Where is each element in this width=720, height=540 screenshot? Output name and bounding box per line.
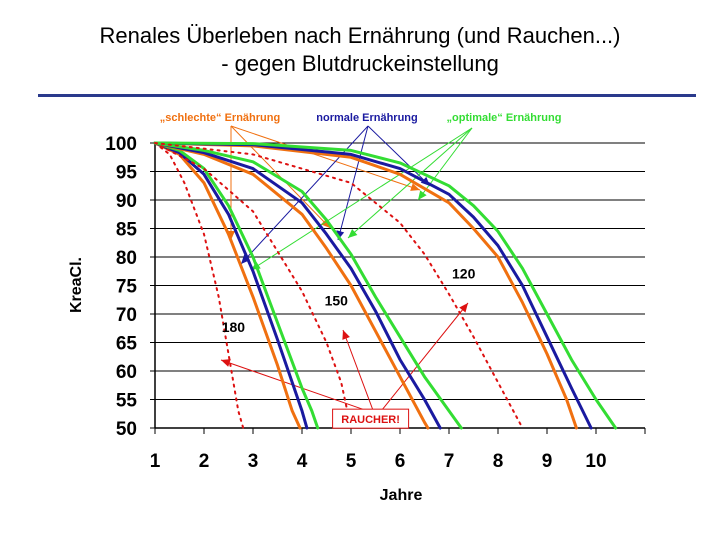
series-line-150-optimal xyxy=(153,141,463,430)
legend-label-schlecht: „schlechte“ Ernährung xyxy=(160,112,280,124)
series-line-120-raucher xyxy=(154,142,524,429)
x-tick-label: 8 xyxy=(493,451,504,472)
x-tick-label: 6 xyxy=(395,451,406,472)
callout-arrow-normal-2 xyxy=(367,125,431,187)
series-line-180-schlecht xyxy=(153,141,302,430)
callout-arrow-schlecht-1-head xyxy=(320,218,330,228)
raucher-arrow-120-head xyxy=(459,303,468,313)
raucher-label: RAUCHER! xyxy=(341,414,400,426)
raucher-arrow-120 xyxy=(382,302,469,410)
legend-label-normal: normale Ernährung xyxy=(316,112,417,124)
series-layer xyxy=(153,141,618,430)
y-tick-label: 95 xyxy=(116,163,138,184)
x-tick-label: 1 xyxy=(150,451,161,472)
callout-layer xyxy=(220,125,473,410)
y-tick-label: 50 xyxy=(116,419,137,440)
x-tick-label: 7 xyxy=(444,451,455,472)
y-tick-label: 85 xyxy=(116,220,138,241)
series-line-180-optimal xyxy=(153,141,320,430)
y-axis-title: KreaCl. xyxy=(68,257,85,313)
group-label-180: 180 xyxy=(222,319,246,335)
callout-arrow-schlecht-2-head xyxy=(410,183,420,191)
y-tick-label: 65 xyxy=(116,334,138,355)
x-tick-label: 3 xyxy=(248,451,259,472)
callout-arrow-normal-1 xyxy=(337,125,369,241)
label-layer: 100 95 90 85 80 75 70 65 60 55 50 1 2 3 4 5 6 7 8 9 10 Jahre K… xyxy=(68,112,607,504)
series-line-120-normal xyxy=(153,141,593,430)
x-tick-label: 10 xyxy=(585,451,606,472)
raucher-arrow-180-head xyxy=(221,359,231,367)
raucher-box xyxy=(332,408,410,429)
series-line-150-schlecht xyxy=(153,141,430,430)
y-tick-label: 70 xyxy=(116,305,137,326)
callout-arrow-normal-0-head xyxy=(241,254,251,264)
raucher-arrow-150 xyxy=(342,329,374,410)
group-label-120: 120 xyxy=(452,266,476,282)
callout-arrow-optimal-1-head xyxy=(348,229,358,238)
x-tick-label: 2 xyxy=(199,451,210,472)
x-tick-label: 4 xyxy=(297,451,308,472)
callout-arrow-optimal-0 xyxy=(250,127,473,271)
series-line-120-optimal xyxy=(153,141,618,430)
group-label-150: 150 xyxy=(325,292,349,308)
series-line-120-schlecht xyxy=(153,141,578,430)
series-line-150-normal xyxy=(153,141,442,430)
y-tick-label: 55 xyxy=(116,391,138,412)
title-rule xyxy=(38,94,696,97)
y-tick-label: 60 xyxy=(116,362,137,383)
x-tick-label: 5 xyxy=(346,451,357,472)
y-tick-label: 80 xyxy=(116,248,137,269)
callout-arrow-optimal-2-head xyxy=(418,190,427,200)
callout-arrow-schlecht-2 xyxy=(230,125,421,191)
y-tick-label: 90 xyxy=(116,191,137,212)
slide-title: Renales Überleben nach Ernährung (und Ra… xyxy=(0,22,720,78)
x-axis-title: Jahre xyxy=(380,487,423,504)
y-tick-label: 75 xyxy=(116,277,138,298)
series-line-180-raucher xyxy=(154,142,245,429)
callout-arrow-optimal-2 xyxy=(417,127,473,201)
title-line-2: - gegen Blutdruckeinstellung xyxy=(221,51,499,76)
callout-arrow-optimal-1 xyxy=(347,127,473,239)
y-tick-label: 100 xyxy=(105,134,137,155)
legend-label-optimal: „optimale“ Ernährung xyxy=(447,112,562,124)
raucher-arrow-150-head xyxy=(342,330,350,340)
title-line-1: Renales Überleben nach Ernährung (und Ra… xyxy=(99,23,621,48)
x-tick-label: 9 xyxy=(542,451,553,472)
series-line-150-raucher xyxy=(154,142,352,429)
series-line-180-normal xyxy=(153,141,309,430)
